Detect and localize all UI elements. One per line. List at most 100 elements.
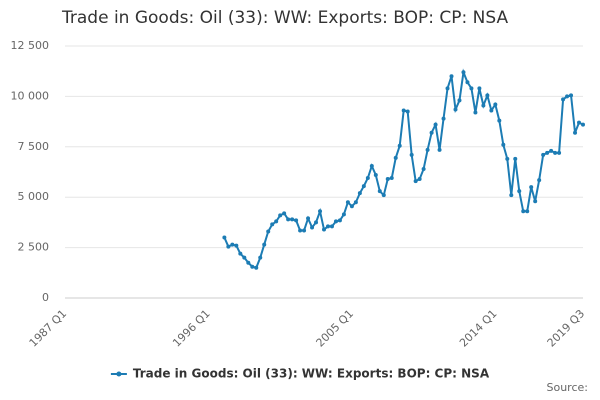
data-point bbox=[329, 224, 334, 229]
chart-title: Trade in Goods: Oil (33): WW: Exports: B… bbox=[61, 8, 508, 28]
data-point bbox=[521, 209, 526, 214]
series-line bbox=[223, 68, 584, 269]
data-point bbox=[385, 177, 390, 182]
data-point bbox=[294, 218, 299, 223]
y-tick-label: 0 bbox=[42, 291, 49, 304]
data-point bbox=[381, 193, 386, 198]
data-point bbox=[549, 148, 554, 153]
data-point bbox=[345, 200, 350, 205]
data-point bbox=[262, 242, 267, 247]
data-point bbox=[234, 243, 239, 248]
legend-label: Trade in Goods: Oil (33): WW: Exports: B… bbox=[133, 367, 490, 381]
data-point bbox=[365, 176, 370, 181]
data-point bbox=[278, 213, 283, 218]
data-point bbox=[553, 150, 558, 155]
data-point bbox=[389, 176, 394, 181]
data-point bbox=[497, 118, 502, 123]
data-point bbox=[306, 216, 311, 221]
data-point bbox=[325, 224, 330, 229]
data-point bbox=[290, 217, 295, 222]
data-point bbox=[481, 103, 486, 108]
data-point bbox=[258, 255, 263, 260]
data-point bbox=[565, 94, 570, 99]
data-point bbox=[433, 122, 438, 127]
data-point bbox=[333, 219, 338, 224]
data-point bbox=[282, 211, 287, 216]
data-point bbox=[573, 130, 578, 135]
data-point bbox=[509, 193, 514, 198]
data-point bbox=[545, 150, 550, 155]
y-tick-label: 7 500 bbox=[18, 140, 50, 153]
data-point bbox=[250, 264, 255, 269]
x-tick-label: 2005 Q1 bbox=[314, 307, 357, 350]
data-point bbox=[425, 147, 430, 152]
data-point bbox=[369, 163, 374, 168]
x-tick-label: 2014 Q1 bbox=[457, 307, 500, 350]
data-point bbox=[270, 222, 275, 227]
data-point bbox=[581, 122, 585, 127]
data-point bbox=[353, 200, 358, 205]
data-point bbox=[286, 217, 291, 222]
x-tick-label: 1987 Q1 bbox=[27, 307, 70, 350]
x-tick-label: 2019 Q3 bbox=[545, 307, 588, 350]
data-point bbox=[337, 218, 342, 223]
data-point bbox=[441, 116, 446, 121]
data-point bbox=[318, 209, 323, 214]
data-point bbox=[561, 97, 566, 102]
data-point bbox=[505, 156, 510, 161]
data-point bbox=[485, 93, 490, 98]
y-tick-label: 10 000 bbox=[11, 89, 50, 102]
data-point bbox=[529, 185, 534, 190]
data-point bbox=[314, 220, 319, 225]
data-point bbox=[349, 204, 354, 209]
data-point bbox=[405, 109, 410, 114]
data-point bbox=[401, 108, 406, 113]
data-point bbox=[413, 179, 418, 184]
data-point bbox=[421, 166, 426, 171]
data-point bbox=[437, 147, 442, 152]
data-point bbox=[397, 143, 402, 148]
data-point bbox=[457, 98, 462, 103]
data-point bbox=[417, 177, 422, 182]
data-point bbox=[445, 86, 450, 91]
data-point bbox=[377, 189, 382, 194]
data-point bbox=[569, 93, 574, 98]
data-point bbox=[525, 209, 530, 214]
data-point bbox=[298, 228, 303, 233]
data-point bbox=[429, 130, 434, 135]
source-label: Source: bbox=[547, 381, 589, 394]
data-point bbox=[461, 70, 466, 75]
data-point bbox=[266, 229, 271, 234]
data-point bbox=[465, 80, 470, 85]
data-point bbox=[222, 235, 227, 240]
y-tick-label: 5 000 bbox=[18, 190, 50, 203]
data-point bbox=[453, 107, 458, 112]
data-point bbox=[341, 212, 346, 217]
data-point bbox=[361, 184, 366, 189]
data-point bbox=[513, 156, 518, 161]
data-point bbox=[357, 191, 362, 196]
data-point bbox=[533, 199, 538, 204]
data-point bbox=[469, 86, 474, 91]
data-point bbox=[230, 242, 235, 247]
data-point bbox=[449, 74, 454, 79]
data-point bbox=[242, 255, 247, 260]
data-point bbox=[254, 265, 259, 270]
data-point bbox=[493, 102, 498, 107]
data-point bbox=[302, 228, 307, 233]
data-point bbox=[274, 219, 279, 224]
legend-marker bbox=[116, 371, 122, 377]
data-point bbox=[517, 189, 522, 194]
data-point bbox=[409, 152, 414, 157]
data-point bbox=[477, 86, 482, 91]
data-point bbox=[226, 244, 231, 249]
data-point bbox=[537, 178, 542, 183]
data-point bbox=[557, 150, 562, 155]
data-point bbox=[489, 108, 494, 113]
data-point bbox=[310, 225, 315, 230]
data-point bbox=[322, 227, 326, 232]
x-tick-label: 1996 Q1 bbox=[170, 307, 213, 350]
y-tick-label: 2 500 bbox=[18, 241, 50, 254]
data-point bbox=[373, 173, 378, 178]
